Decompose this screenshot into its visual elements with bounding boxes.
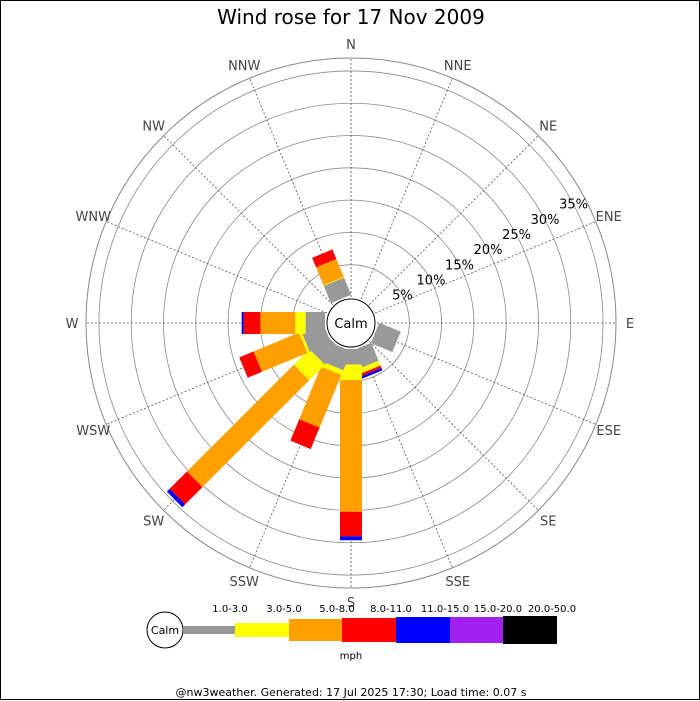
direction-spoke (374, 332, 596, 425)
wind-bar-segment (323, 276, 345, 286)
wind-bar-segment (340, 380, 362, 512)
direction-spoke (360, 346, 453, 568)
legend-swatch (235, 623, 289, 637)
direction-label: E (626, 317, 634, 332)
wind-bar-segment (316, 258, 344, 286)
legend-swatch (450, 617, 503, 643)
legend-calm-label: Calm (151, 624, 179, 637)
wind-bar-segment (360, 365, 382, 377)
radial-tick-label: 30% (531, 213, 560, 228)
radial-tick-label: 5% (392, 289, 413, 304)
wind-bar-segment (243, 312, 261, 334)
wind-bar-segment (186, 364, 310, 488)
direction-spoke (369, 135, 539, 305)
direction-label: SSW (230, 575, 260, 590)
wind-bar-segment (340, 364, 362, 381)
direction-spoke (163, 135, 333, 305)
radial-tick-label: 20% (474, 243, 503, 258)
direction-label: NW (142, 120, 165, 135)
wind-bar-segment (290, 419, 320, 450)
legend-swatch (396, 617, 450, 643)
direction-label: SW (143, 514, 164, 529)
calm-circle (326, 298, 376, 348)
legend-label: 1.0-3.0 (212, 604, 247, 615)
wind-bar-segment (260, 312, 296, 334)
wind-bar-segment (295, 312, 306, 334)
wind-bar-segment (293, 349, 325, 381)
wind-bar-segment (241, 312, 244, 334)
wind-bar-segment (320, 361, 344, 376)
direction-spoke (360, 78, 453, 300)
direction-label: WNW (76, 210, 112, 225)
legend-label: 11.0-15.0 (421, 604, 469, 615)
radial-tick-label: 35% (559, 198, 588, 213)
legend-label: 15.0-20.0 (474, 604, 522, 615)
chart-title: Wind rose for 17 Nov 2009 (217, 5, 485, 29)
legend-units: mph (340, 651, 362, 662)
wind-bar-segment (253, 332, 308, 372)
direction-label: S (347, 596, 355, 611)
legend-swatch (183, 626, 235, 634)
outer-ring (85, 57, 617, 589)
wind-bar-segment (166, 488, 186, 508)
direction-label: SSE (445, 575, 470, 590)
direction-label: W (66, 317, 79, 332)
direction-label: ENE (596, 210, 622, 225)
direction-label: NNE (444, 59, 472, 74)
legend-label: 20.0-50.0 (528, 604, 576, 615)
legend-label: 5.0-8.0 (319, 604, 354, 615)
wind-bar-segment (370, 322, 401, 353)
direction-label: WSW (76, 424, 110, 439)
radial-tick-label: 25% (502, 228, 531, 243)
direction-label: NNW (228, 59, 260, 74)
grid-ring (98, 70, 604, 576)
wind-bar-segment (305, 312, 325, 334)
legend-swatch (342, 618, 396, 642)
direction-label: ESE (596, 424, 621, 439)
legend-swatch (503, 616, 557, 644)
wind-bar-segment (312, 249, 337, 268)
direction-spoke (369, 341, 539, 511)
legend-label: 3.0-5.0 (266, 604, 301, 615)
wind-bar-segment (169, 471, 203, 505)
direction-label: N (346, 38, 356, 53)
direction-label: SE (540, 514, 556, 529)
wind-bar-segment (340, 511, 362, 537)
wind-bar-segment (323, 277, 352, 304)
wind-bar-segment (361, 367, 383, 379)
wind-bar-segment (340, 536, 362, 541)
calm-label: Calm (334, 317, 367, 332)
radial-tick-label: 10% (417, 273, 446, 288)
wind-bar-segment (298, 331, 310, 354)
wind-bar-segment (239, 351, 262, 378)
radial-tick-label: 15% (445, 258, 474, 273)
wind-bar-segment (299, 366, 342, 428)
footer-text: @nw3weather. Generated: 17 Jul 2025 17:3… (175, 686, 527, 699)
legend-label: 8.0-11.0 (370, 604, 412, 615)
direction-label: NE (539, 120, 557, 135)
direction-spoke (106, 221, 328, 314)
wind-bar-segment (358, 360, 381, 374)
legend-swatch (289, 619, 342, 641)
